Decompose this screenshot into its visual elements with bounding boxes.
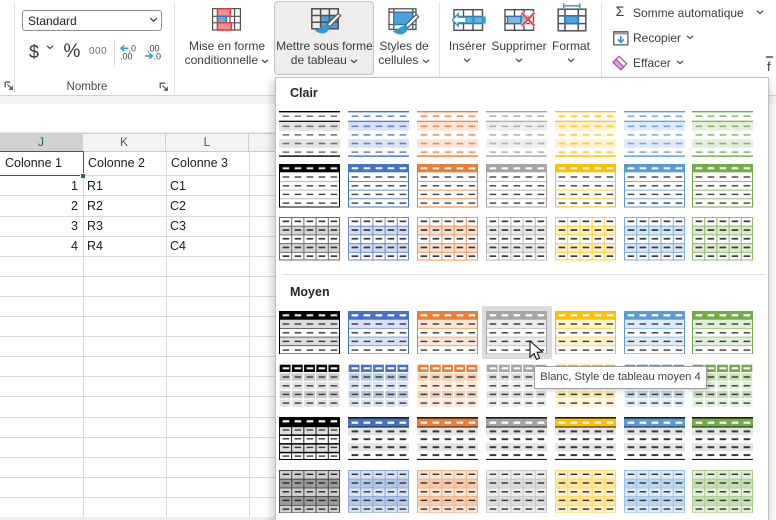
svg-text:,00: ,00 bbox=[120, 52, 133, 61]
svg-text:,00: ,00 bbox=[147, 44, 160, 54]
svg-text:,0: ,0 bbox=[129, 44, 137, 54]
svg-text:,0: ,0 bbox=[154, 52, 162, 61]
